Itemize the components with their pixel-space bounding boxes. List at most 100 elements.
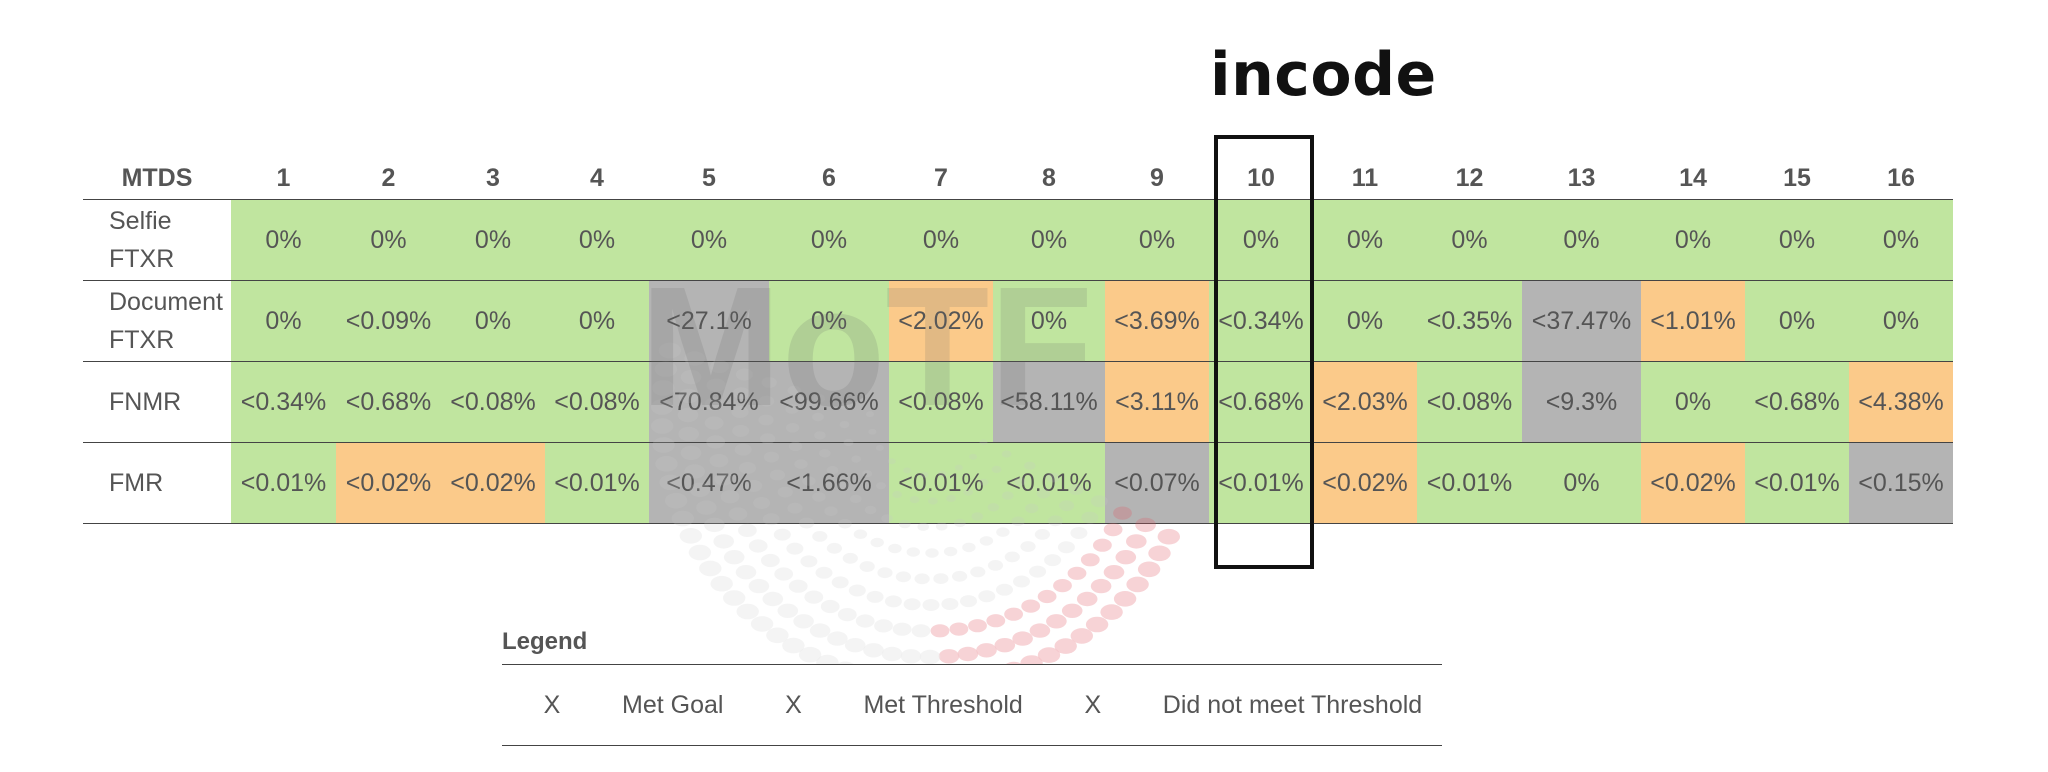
row-label-line: FMR [109, 469, 164, 497]
legend-label-not-met: Did not meet Threshold [1142, 664, 1443, 746]
table-row: FMR <0.01% <0.02% <0.02% <0.01% <0.47% <1.66% <… [83, 442, 1953, 524]
watermark-dot [738, 523, 757, 537]
table-cell: 0% [889, 199, 993, 281]
table-cell: <0.08% [441, 361, 545, 443]
watermark-dot [888, 543, 902, 554]
table-row: Selfie FTXR 0% 0% 0% 0% 0% 0% 0% 0% 0% 0% 0% 0% 0% 0% 0%… [83, 199, 1953, 281]
watermark-dot [933, 573, 949, 584]
table-cell: <0.08% [889, 361, 993, 443]
watermark-dot [1053, 579, 1072, 593]
column-header-3: 3 [441, 157, 545, 200]
table-cell: <70.84% [649, 361, 769, 443]
watermark-dot [870, 537, 884, 548]
table-cell: <1.66% [769, 442, 889, 524]
legend-label-met-goal: Met Goal [602, 664, 744, 746]
watermark-dot [831, 576, 849, 589]
column-header-12: 12 [1417, 157, 1522, 200]
table-cell: 0% [1745, 280, 1849, 362]
watermark-dot [774, 567, 794, 581]
table-cell: 0% [545, 280, 649, 362]
table-cell: <0.07% [1105, 442, 1209, 524]
watermark-dot [1126, 576, 1149, 593]
table-cell: <37.47% [1522, 280, 1641, 362]
watermark-dot [1137, 561, 1161, 578]
watermark-dot [820, 599, 840, 614]
watermark-dot [1076, 591, 1098, 607]
table-cell: <27.1% [649, 280, 769, 362]
table-cell: 0% [336, 199, 441, 281]
legend-label-met-threshold: Met Threshold [843, 664, 1043, 746]
table-cell: 0% [993, 199, 1105, 281]
table-cell: 0% [1745, 199, 1849, 281]
legend-swatch-met-goal: X [502, 664, 602, 746]
watermark-dot [884, 595, 902, 608]
table-row: Document FTXR 0% <0.09% 0% 0% <27.1% 0% <2.02% 0%… [83, 280, 1953, 362]
table-body: Selfie FTXR 0% 0% 0% 0% 0% 0% 0% 0% 0% 0% 0% 0% 0% 0% 0%… [83, 199, 1953, 524]
watermark-dot [962, 542, 976, 553]
column-header-10: 10 [1209, 157, 1313, 200]
table-cell: <58.11% [993, 361, 1105, 443]
watermark-dot [855, 614, 875, 628]
watermark-dot [1034, 529, 1050, 540]
column-header-1: 1 [231, 157, 336, 200]
watermark-dot [914, 573, 930, 585]
table-cell: <1.01% [1641, 280, 1745, 362]
watermark-dot [941, 598, 959, 610]
watermark-dot [710, 575, 733, 592]
row-label: FMR [83, 442, 231, 524]
watermark-dot [970, 566, 986, 578]
table-cell: <2.03% [1313, 361, 1417, 443]
watermark-dot [826, 542, 842, 554]
table-cell: 0% [993, 280, 1105, 362]
watermark-dot [1061, 603, 1083, 618]
table-cell: 0% [231, 280, 336, 362]
row-label-line: FNMR [109, 388, 182, 416]
watermark-dot [812, 531, 828, 542]
table-cell: <0.01% [889, 442, 993, 524]
table-cell: <0.68% [336, 361, 441, 443]
table-cell: <0.02% [441, 442, 545, 524]
table-cell: 0% [1849, 199, 1953, 281]
watermark-dot [979, 536, 994, 546]
watermark-dot [748, 539, 768, 553]
watermark-dot [1148, 545, 1171, 562]
watermark-dot [1004, 607, 1023, 621]
table-cell: 0% [649, 199, 769, 281]
column-header-6: 6 [769, 157, 889, 200]
table-cell: 0% [441, 199, 545, 281]
row-label: Selfie FTXR [83, 199, 231, 281]
watermark-dot [736, 603, 759, 620]
row-label: Document FTXR [83, 280, 231, 362]
watermark-dot [748, 578, 770, 594]
watermark-dot [1103, 523, 1123, 537]
row-label-line: Document [109, 288, 223, 316]
watermark-dot [837, 608, 857, 622]
table-cell: <0.02% [336, 442, 441, 524]
table-cell: 0% [769, 280, 889, 362]
watermark-dot [804, 590, 824, 604]
watermark-dot [793, 614, 814, 629]
watermark-dot [723, 550, 745, 565]
table-row: FNMR <0.34% <0.68% <0.08% <0.08% <70.84% <99.6… [83, 361, 1953, 443]
watermark-dot [800, 555, 818, 568]
watermark-dot [1103, 565, 1125, 580]
column-header-8: 8 [993, 157, 1105, 200]
row-label-line: FTXR [109, 326, 175, 354]
watermark-dot [996, 583, 1013, 596]
legend-swatch-not-met: X [1042, 664, 1143, 746]
table-cell: <0.35% [1417, 280, 1522, 362]
table-cell: <4.38% [1849, 361, 1953, 443]
watermark-dot [978, 590, 996, 603]
corner-header: MTDS [83, 157, 231, 200]
watermark-dot [1126, 534, 1147, 549]
table-cell: 0% [441, 280, 545, 362]
watermark-dot [1044, 554, 1062, 567]
table-cell: <3.11% [1105, 361, 1209, 443]
legend-row: X Met Goal X Met Threshold X Did not meet Thr… [502, 664, 1443, 746]
table-cell: <0.02% [1313, 442, 1417, 524]
results-table: MTDS 1 2 3 4 5 6 7 8 9 10 11 12 13 14 15 16 Selfie FTXR 0… [83, 157, 1953, 524]
watermark-dot [761, 553, 780, 568]
watermark-dot [906, 547, 920, 557]
watermark-dot [960, 595, 977, 608]
table-cell: <0.01% [993, 442, 1105, 524]
